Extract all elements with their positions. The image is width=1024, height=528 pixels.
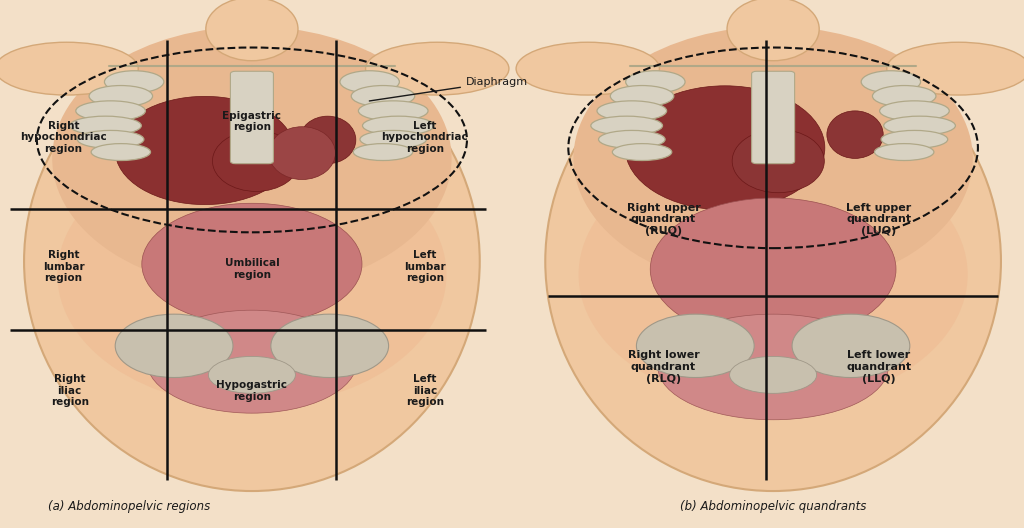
Ellipse shape xyxy=(591,116,663,135)
Ellipse shape xyxy=(104,71,164,93)
Ellipse shape xyxy=(626,71,685,93)
Text: Left
hypochondriac
region: Left hypochondriac region xyxy=(382,121,468,154)
Ellipse shape xyxy=(57,143,446,407)
Ellipse shape xyxy=(91,144,151,161)
Ellipse shape xyxy=(77,130,143,148)
Ellipse shape xyxy=(573,26,973,290)
FancyBboxPatch shape xyxy=(230,71,273,164)
Ellipse shape xyxy=(270,314,389,378)
Ellipse shape xyxy=(861,71,921,93)
Ellipse shape xyxy=(545,32,1001,491)
Ellipse shape xyxy=(657,314,889,420)
Ellipse shape xyxy=(299,116,356,164)
Ellipse shape xyxy=(881,130,948,148)
Text: Right
lumbar
region: Right lumbar region xyxy=(43,250,84,283)
Ellipse shape xyxy=(116,96,295,205)
Ellipse shape xyxy=(872,86,936,107)
Ellipse shape xyxy=(351,86,415,107)
Ellipse shape xyxy=(52,26,452,290)
Ellipse shape xyxy=(268,127,336,180)
Ellipse shape xyxy=(598,130,666,148)
Ellipse shape xyxy=(732,129,824,193)
Ellipse shape xyxy=(880,101,949,121)
Ellipse shape xyxy=(206,0,298,61)
Text: Right
iliac
region: Right iliac region xyxy=(50,374,89,407)
Ellipse shape xyxy=(884,116,955,135)
Text: (b) Abdominopelvic quandrants: (b) Abdominopelvic quandrants xyxy=(680,500,866,513)
Ellipse shape xyxy=(358,101,428,121)
Ellipse shape xyxy=(516,42,659,95)
Ellipse shape xyxy=(612,144,672,161)
Ellipse shape xyxy=(116,314,233,378)
Ellipse shape xyxy=(637,314,754,378)
Ellipse shape xyxy=(362,116,434,135)
Text: Epigastric
region: Epigastric region xyxy=(222,111,282,132)
Ellipse shape xyxy=(76,101,145,121)
FancyBboxPatch shape xyxy=(752,71,795,164)
Ellipse shape xyxy=(597,101,667,121)
Ellipse shape xyxy=(0,42,138,95)
Ellipse shape xyxy=(141,203,362,325)
Text: Hypogastric
region: Hypogastric region xyxy=(216,380,288,401)
Ellipse shape xyxy=(24,32,479,491)
Text: Left upper
quandrant
(LUQ): Left upper quandrant (LUQ) xyxy=(846,203,911,235)
Ellipse shape xyxy=(625,86,825,210)
Ellipse shape xyxy=(353,144,413,161)
Ellipse shape xyxy=(360,130,426,148)
Text: Diaphragm: Diaphragm xyxy=(370,77,528,101)
Ellipse shape xyxy=(579,143,968,407)
Ellipse shape xyxy=(727,0,819,61)
Ellipse shape xyxy=(729,356,817,393)
Ellipse shape xyxy=(70,116,141,135)
Text: Left lower
quandrant
(LLQ): Left lower quandrant (LLQ) xyxy=(846,351,911,383)
Text: Umbilical
region: Umbilical region xyxy=(224,259,280,280)
Ellipse shape xyxy=(650,198,896,341)
Text: Left
iliac
region: Left iliac region xyxy=(406,374,444,407)
Text: Left
lumbar
region: Left lumbar region xyxy=(404,250,445,283)
Ellipse shape xyxy=(147,310,356,413)
Ellipse shape xyxy=(340,71,399,93)
Ellipse shape xyxy=(792,314,909,378)
Ellipse shape xyxy=(209,356,295,393)
Ellipse shape xyxy=(89,86,153,107)
Ellipse shape xyxy=(610,86,674,107)
Ellipse shape xyxy=(366,42,509,95)
Ellipse shape xyxy=(827,111,883,158)
Text: Right upper
quandrant
(RUQ): Right upper quandrant (RUQ) xyxy=(627,203,700,235)
Ellipse shape xyxy=(887,42,1024,95)
Text: Right lower
quandrant
(RLQ): Right lower quandrant (RLQ) xyxy=(628,351,699,383)
Ellipse shape xyxy=(213,130,299,192)
Text: (a) Abdominopelvic regions: (a) Abdominopelvic regions xyxy=(48,500,210,513)
Text: Right
hypochondriac
region: Right hypochondriac region xyxy=(20,121,106,154)
Ellipse shape xyxy=(874,144,934,161)
